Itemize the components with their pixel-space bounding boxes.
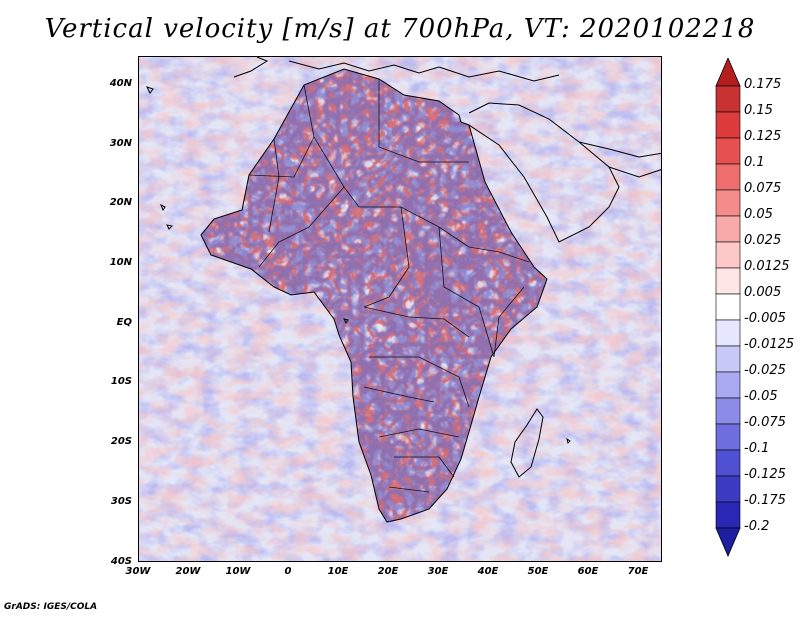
footer-credit: GrADS: IGES/COLA [4, 602, 98, 612]
colorbar-top-arrow [715, 58, 741, 87]
colorbar-bin [715, 345, 741, 373]
colorbar-bin [715, 293, 741, 321]
colorbar-bottom-arrow [715, 527, 741, 558]
colorbar-tick-label: 0.005 [744, 285, 782, 300]
colorbar-bin [715, 501, 741, 529]
colorbar-bin [715, 215, 741, 243]
colorbar-tick-label: -0.0125 [744, 337, 795, 352]
colorbar-bin [715, 111, 741, 139]
lon-tick-label: 70E [627, 566, 649, 577]
lon-tick-label: 20W [175, 566, 201, 577]
lon-tick-label: 60E [577, 566, 599, 577]
colorbar-bin [715, 85, 741, 113]
lat-tick-label: 10S [110, 376, 132, 387]
colorbar-tick-label: 0.125 [744, 129, 782, 144]
lon-tick-label: 30W [125, 566, 151, 577]
colorbar-tick-label: -0.05 [744, 389, 778, 404]
colorbar-tick-label: -0.025 [744, 363, 786, 378]
lon-tick-label: 10E [327, 566, 349, 577]
lat-tick-label: 30N [109, 138, 132, 149]
colorbar-bin [715, 475, 741, 503]
colorbar-bin [715, 423, 741, 451]
lat-tick-label: 20S [110, 436, 132, 447]
colorbar-tick-label: -0.1 [744, 441, 770, 456]
vertical-velocity-field [139, 57, 661, 561]
colorbar-tick-label: -0.125 [744, 467, 786, 482]
lon-tick-label: 40E [477, 566, 499, 577]
colorbar-tick-label: -0.2 [744, 519, 770, 534]
map-panel [138, 56, 662, 562]
country-borders [248, 79, 530, 493]
colorbar-tick-label: 0.025 [744, 233, 782, 248]
lat-tick-label: EQ [116, 317, 132, 328]
colorbar-tick-label: -0.075 [744, 415, 786, 430]
colorbar-tick-label: 0.15 [744, 103, 773, 118]
lon-tick-label: 0 [284, 566, 292, 577]
colorbar-bin [715, 189, 741, 217]
lat-tick-label: 40N [109, 78, 132, 89]
colorbar [715, 58, 741, 558]
lon-tick-label: 10W [225, 566, 251, 577]
colorbar-bin [715, 267, 741, 295]
colorbar-tick-label: 0.075 [744, 181, 782, 196]
colorbar-tick-label: -0.005 [744, 311, 786, 326]
chart-title: Vertical velocity [m/s] at 700hPa, VT: 2… [44, 14, 756, 44]
coastlines [146, 57, 661, 523]
colorbar-bin [715, 241, 741, 269]
colorbar-bin [715, 137, 741, 165]
lat-tick-label: 40S [110, 556, 132, 567]
colorbar-tick-label: 0.05 [744, 207, 773, 222]
colorbar-tick-label: 0.1 [744, 155, 765, 170]
colorbar-bin [715, 449, 741, 477]
lat-tick-label: 20N [109, 197, 132, 208]
lon-tick-label: 20E [377, 566, 399, 577]
lon-tick-label: 30E [427, 566, 449, 577]
colorbar-tick-label: 0.0125 [744, 259, 790, 274]
colorbar-tick-label: -0.175 [744, 493, 786, 508]
lon-tick-label: 50E [527, 566, 549, 577]
colorbar-tick-label: 0.175 [744, 77, 782, 92]
lat-tick-label: 10N [109, 257, 132, 268]
lat-tick-label: 30S [110, 496, 132, 507]
colorbar-bin [715, 319, 741, 347]
colorbar-bin [715, 163, 741, 191]
colorbar-bin [715, 371, 741, 399]
colorbar-bin [715, 397, 741, 425]
